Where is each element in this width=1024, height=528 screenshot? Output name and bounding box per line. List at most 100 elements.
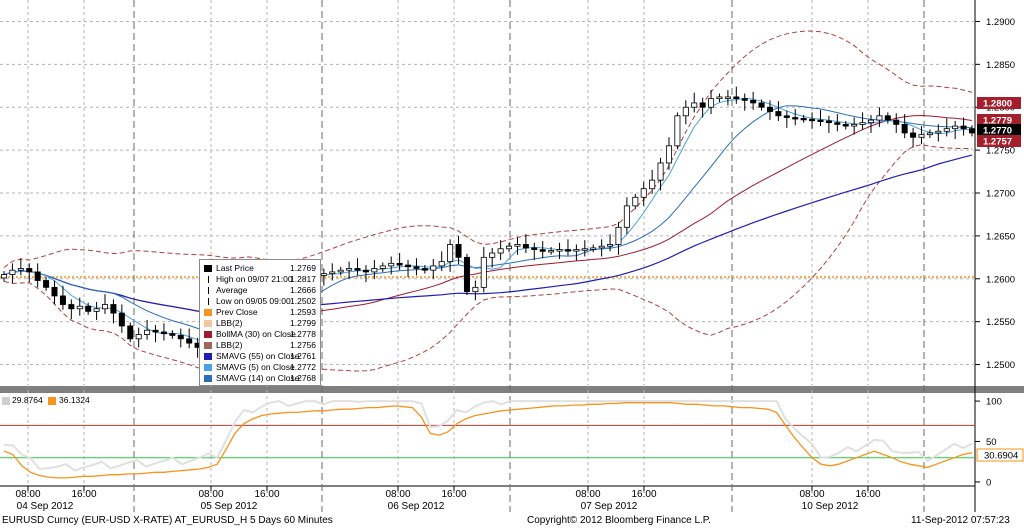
legend-label: SMAVG (5) on Close (216, 362, 295, 372)
candle-body (531, 247, 538, 251)
candle-body (859, 122, 866, 125)
candle-body (817, 119, 824, 122)
candle-body (733, 96, 740, 100)
candle-body (346, 268, 353, 271)
price-tick-label: 1.2500 (986, 360, 1015, 371)
candle-body (682, 106, 689, 117)
candle-body (649, 179, 656, 190)
osc-last-tag (976, 448, 1024, 462)
candle-body (623, 205, 630, 228)
candle-body (539, 249, 546, 252)
candle-body (413, 266, 420, 269)
legend-label: SMAVG (14) on Close (216, 373, 300, 383)
candle-body (396, 262, 403, 266)
candle-body (102, 304, 109, 310)
candle-body (926, 132, 933, 136)
time-tick-label: 16:00 (855, 489, 880, 500)
legend-label: LBB(2) (216, 318, 243, 328)
legend-swatch (208, 276, 210, 283)
candle-body (421, 268, 428, 271)
candle-body (186, 338, 193, 344)
legend-value: 1.2778 (290, 329, 316, 339)
date-label: 06 Sep 2012 (388, 501, 445, 512)
legend-label: BollMA (30) on Close (216, 329, 296, 339)
legend-value: 1.2502 (290, 296, 316, 306)
date-label: 04 Sep 2012 (17, 501, 74, 512)
candle-body (758, 102, 765, 108)
panel-separator (0, 386, 1024, 393)
legend-label: SMAVG (55) on Close (216, 351, 300, 361)
legend-value: 1.2769 (290, 263, 316, 273)
date-label: 10 Sep 2012 (802, 501, 859, 512)
candle-body (548, 250, 555, 253)
copyright-label: Copyright© 2012 Bloomberg Finance L.P. (527, 515, 711, 526)
candle-body (514, 244, 521, 247)
candle-body (177, 334, 184, 340)
candle-body (825, 120, 832, 124)
legend-swatch (208, 287, 210, 294)
price-tick-label: 1.2750 (986, 146, 1015, 157)
legend-row: BollMA (30) on Close 1.2778 (200, 329, 320, 340)
legend-row: LBB(2) 1.2756 (200, 340, 320, 351)
candle-body (522, 244, 529, 249)
candle-body (68, 304, 75, 310)
legend-label: High on 09/07 21:00 (216, 274, 293, 284)
candle-body (388, 262, 395, 267)
candle-body (884, 115, 891, 121)
legend-value: 1.2666 (290, 285, 316, 295)
timestamp-label: 11-Sep-2012 07:57:23 (911, 515, 1010, 526)
candle-body (766, 106, 773, 112)
legend-swatch (204, 375, 212, 382)
osc-main-line (3, 402, 973, 479)
legend-swatch (204, 364, 212, 371)
candle-body (362, 269, 369, 273)
date-label: 05 Sep 2012 (201, 501, 258, 512)
candle-body (691, 102, 698, 108)
price-tick-label: 1.2850 (986, 60, 1015, 71)
oscillator-legend-value-2: 36.1324 (59, 395, 90, 405)
legend-swatch (208, 298, 210, 305)
candle-body (564, 249, 571, 252)
candle-body (447, 244, 454, 263)
legend-row: Last Price 1.2769 (200, 263, 320, 274)
chart-legend: Last Price 1.2769 High on 09/07 21:00 1.281… (199, 259, 321, 386)
candle-body (800, 117, 807, 121)
candle-body (901, 123, 908, 134)
legend-row: SMAVG (55) on Close 1.2761 (200, 351, 320, 362)
legend-swatch (204, 265, 212, 272)
candle-body (371, 268, 378, 273)
price-tick-label: 1.2650 (986, 231, 1015, 242)
candle-body (581, 248, 588, 251)
legend-swatch (204, 320, 212, 327)
oscillator-legend-swatch-2 (48, 397, 56, 405)
candle-body (110, 304, 117, 314)
candle-body (775, 111, 782, 117)
candle-body (76, 305, 83, 310)
price-tick-label: 1.2550 (986, 317, 1015, 328)
candle-body (741, 98, 748, 101)
candle-body (506, 245, 513, 250)
chart-footer: EURUSD Curncy (EUR-USD X-RATE) AT_EURUSD… (0, 512, 1024, 528)
candle-body (438, 261, 445, 267)
candle-body (910, 132, 917, 138)
legend-label: Prev Close (216, 307, 258, 317)
bollinger-upper (3, 30, 973, 268)
legend-row: Prev Close 1.2593 (200, 307, 320, 318)
candle-body (573, 249, 580, 252)
osc-last-tag-label: 30.6904 (984, 451, 1018, 462)
legend-value: 1.2761 (290, 351, 316, 361)
candle-body (497, 248, 504, 254)
candle-body (127, 325, 134, 340)
candle-body (657, 162, 664, 181)
candle-body (792, 117, 799, 120)
candle-body (9, 269, 16, 275)
candle-body (842, 123, 849, 127)
candle-body (169, 333, 176, 336)
legend-row: Low on 09/05 09:00 1.2502 (200, 296, 320, 307)
candle-body (607, 244, 614, 247)
bollinger-bands (3, 30, 973, 372)
candle-body (615, 226, 622, 245)
bollinger-lower (3, 144, 973, 372)
